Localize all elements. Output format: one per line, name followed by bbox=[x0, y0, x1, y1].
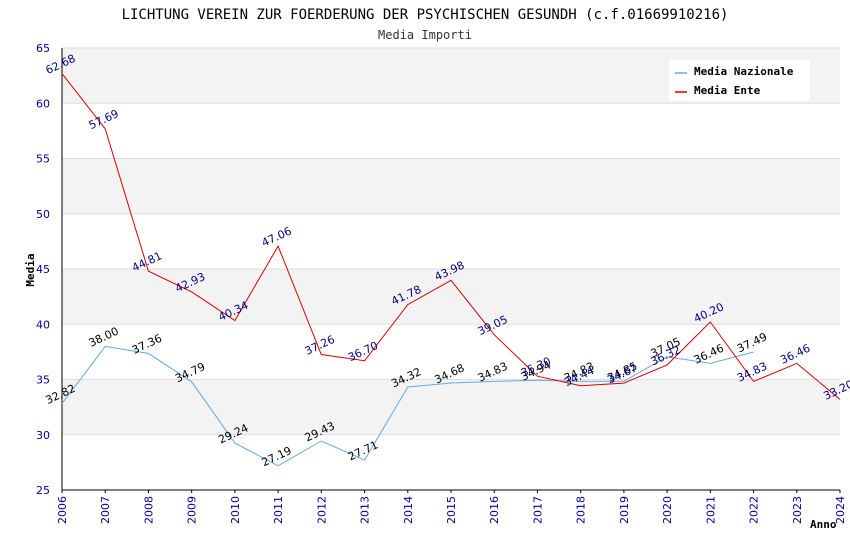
series-line-nazionale bbox=[61, 345, 754, 467]
y-tick-label: 40 bbox=[36, 318, 50, 331]
data-label-ente: 37.26 bbox=[303, 333, 337, 358]
data-label-nazionale: 37.49 bbox=[735, 330, 769, 355]
data-label-ente: 36.46 bbox=[778, 342, 812, 367]
x-tick-label: 2012 bbox=[315, 496, 328, 524]
legend-label-ente: Media Ente bbox=[694, 84, 761, 97]
y-axis-ticks: 25 30 35 40 45 50 55 60 65 bbox=[36, 42, 50, 497]
x-tick-label: 2010 bbox=[229, 496, 242, 524]
grid-band bbox=[62, 269, 840, 325]
chart-title: LICHTUNG VEREIN ZUR FOERDERUNG DER PSYCH… bbox=[122, 7, 729, 23]
legend: Media Nazionale Media Ente bbox=[669, 60, 810, 101]
series-line-ente bbox=[61, 73, 841, 400]
legend-box bbox=[669, 60, 810, 101]
chart-subtitle: Media Importi bbox=[378, 28, 472, 42]
x-tick-label: 2021 bbox=[704, 496, 717, 524]
y-tick-label: 65 bbox=[36, 42, 50, 55]
x-tick-label: 2020 bbox=[661, 496, 674, 524]
x-tick-label: 2018 bbox=[575, 496, 588, 524]
series-layer bbox=[61, 73, 841, 467]
x-tick-label: 2006 bbox=[56, 496, 69, 524]
grid-band bbox=[62, 379, 840, 435]
x-axis-label: Anno bbox=[810, 518, 837, 531]
x-tick-label: 2017 bbox=[531, 496, 544, 524]
x-tick-label: 2023 bbox=[791, 496, 804, 524]
x-tick-label: 2008 bbox=[142, 496, 155, 524]
y-tick-label: 30 bbox=[36, 429, 50, 442]
x-tick-label: 2022 bbox=[748, 496, 761, 524]
x-tick-label: 2014 bbox=[402, 496, 415, 524]
legend-label-nazionale: Media Nazionale bbox=[694, 65, 794, 78]
x-tick-label: 2019 bbox=[618, 496, 631, 524]
x-tick-label: 2009 bbox=[186, 496, 199, 524]
grid-band bbox=[62, 158, 840, 214]
x-tick-label: 2024 bbox=[834, 496, 847, 524]
data-label-ente: 47.06 bbox=[260, 225, 294, 250]
y-axis-label: Media bbox=[24, 253, 37, 286]
x-tick-label: 2013 bbox=[359, 496, 372, 524]
x-axis-ticks: 2006 2007 2008 2009 2010 2011 2012 2013 2014 2015… bbox=[56, 490, 847, 524]
x-tick-label: 2007 bbox=[99, 496, 112, 524]
x-tick-label: 2015 bbox=[445, 496, 458, 524]
grid-bands bbox=[62, 48, 840, 435]
x-tick-label: 2011 bbox=[272, 496, 285, 524]
y-tick-label: 25 bbox=[36, 484, 50, 497]
data-label-nazionale: 38.00 bbox=[87, 325, 121, 350]
data-label-ente: 57.69 bbox=[87, 107, 121, 132]
y-tick-label: 50 bbox=[36, 208, 50, 221]
y-tick-label: 45 bbox=[36, 263, 50, 276]
x-tick-label: 2016 bbox=[488, 496, 501, 524]
y-tick-label: 60 bbox=[36, 97, 50, 110]
y-tick-label: 35 bbox=[36, 374, 50, 387]
y-tick-label: 55 bbox=[36, 153, 50, 166]
